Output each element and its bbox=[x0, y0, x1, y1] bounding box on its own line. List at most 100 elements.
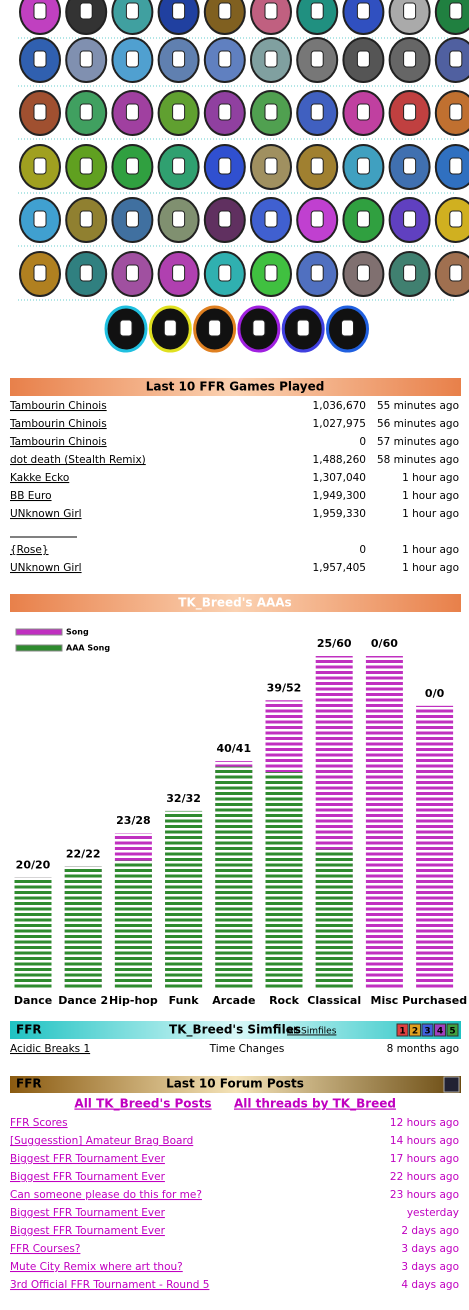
score: 1,036,670 bbox=[313, 400, 366, 412]
badge-icon bbox=[125, 50, 139, 68]
badge-icon bbox=[33, 50, 47, 68]
all-simfiles-link[interactable]: All Simfiles bbox=[287, 1027, 337, 1037]
time: 55 minutes ago bbox=[377, 400, 459, 412]
post-link[interactable]: Biggest FFR Tournament Ever bbox=[10, 1207, 166, 1219]
badge-icon bbox=[172, 103, 186, 121]
post-link[interactable]: Biggest FFR Tournament Ever bbox=[10, 1171, 166, 1183]
page-number: 3 bbox=[424, 1027, 430, 1037]
post-link[interactable]: Mute City Remix where art thou? bbox=[10, 1261, 183, 1273]
page-button[interactable] bbox=[446, 1023, 459, 1037]
bar-label: 25/60 bbox=[317, 637, 352, 650]
legend-label: AAA Song bbox=[66, 644, 110, 653]
forum-link[interactable]: All threads by TK_Breed bbox=[234, 1097, 396, 1112]
legend-label: Song bbox=[66, 628, 89, 637]
badge-icon bbox=[218, 157, 232, 175]
badge-icon bbox=[172, 264, 186, 282]
badge-icon bbox=[33, 264, 47, 282]
badge-icon bbox=[33, 157, 47, 175]
games-header bbox=[10, 378, 461, 396]
bar-label: 0/0 bbox=[425, 687, 445, 700]
badge-icon bbox=[208, 319, 222, 337]
badge-icon bbox=[264, 157, 278, 175]
badge-icon bbox=[403, 50, 417, 68]
forum-header bbox=[10, 1076, 461, 1093]
aaa-bar bbox=[114, 860, 152, 988]
post-link[interactable]: Biggest FFR Tournament Ever bbox=[10, 1153, 166, 1165]
page-button[interactable] bbox=[421, 1023, 434, 1037]
time: 1 hour ago bbox=[402, 562, 459, 574]
song-link[interactable]: Tambourin Chinois bbox=[9, 418, 107, 430]
page-button[interactable] bbox=[396, 1023, 409, 1037]
song-link[interactable]: UNknown Girl bbox=[10, 508, 82, 520]
badge-icon bbox=[125, 157, 139, 175]
badge-icon bbox=[356, 157, 370, 175]
post-link[interactable]: 3rd Official FFR Tournament - Round 5 bbox=[10, 1279, 209, 1291]
song-link[interactable]: Tambourin Chinois bbox=[9, 436, 107, 448]
badge-icon bbox=[356, 264, 370, 282]
bar-label: 40/41 bbox=[216, 742, 251, 755]
legend-swatch bbox=[15, 628, 63, 636]
post-link[interactable]: FFR Courses? bbox=[10, 1243, 80, 1255]
badge-icon bbox=[252, 319, 266, 337]
badge-icon bbox=[33, 103, 47, 121]
badge-icon bbox=[403, 210, 417, 228]
badge-icon bbox=[163, 319, 177, 337]
forum-link[interactable]: All TK_Breed's Posts bbox=[74, 1097, 211, 1112]
simfile-link[interactable]: Acidic Breaks 1 bbox=[10, 1043, 90, 1055]
badge-icon bbox=[449, 2, 463, 20]
badge-icon bbox=[449, 157, 463, 175]
badge-icon bbox=[264, 103, 278, 121]
badge-icon bbox=[125, 103, 139, 121]
badge-icon bbox=[79, 103, 93, 121]
forum-site: FFR bbox=[16, 1077, 42, 1091]
score: 1,307,040 bbox=[313, 472, 366, 484]
score: 1,957,405 bbox=[313, 562, 366, 574]
bar-label: 22/22 bbox=[66, 847, 101, 860]
category-label: Dance 2 bbox=[58, 994, 108, 1007]
time: 1 hour ago bbox=[402, 472, 459, 484]
badge-icon bbox=[449, 103, 463, 121]
legend-swatch bbox=[15, 644, 63, 652]
time: 57 minutes ago bbox=[377, 436, 459, 448]
badge-icon bbox=[341, 319, 354, 337]
category-label: Purchased bbox=[402, 994, 467, 1007]
badge-icon bbox=[172, 157, 186, 175]
category-label: Rock bbox=[269, 994, 300, 1007]
song-link[interactable]: {Rose} bbox=[10, 544, 49, 556]
score: 0 bbox=[359, 544, 366, 556]
score: 1,959,330 bbox=[313, 508, 366, 520]
time: 1 hour ago bbox=[402, 490, 459, 502]
song-link[interactable]: Tambourin Chinois bbox=[9, 400, 107, 412]
page-number: 2 bbox=[412, 1027, 418, 1037]
song-link[interactable]: Kakke Ecko bbox=[10, 472, 69, 484]
post-link[interactable]: [Suggesstion] Amateur Brag Board bbox=[10, 1135, 193, 1147]
score: 1,027,975 bbox=[313, 418, 366, 430]
aaa-title: TK_Breed's AAAs bbox=[178, 596, 291, 611]
badge-icon bbox=[449, 210, 463, 228]
song-link[interactable]: BB Euro bbox=[10, 490, 52, 502]
page-button[interactable] bbox=[434, 1023, 446, 1037]
post-time: 3 days ago bbox=[401, 1243, 459, 1255]
badge-icon bbox=[79, 157, 93, 175]
badge-icon bbox=[218, 210, 232, 228]
song-link[interactable]: dot death (Stealth Remix) bbox=[10, 454, 146, 466]
post-link[interactable]: FFR Scores bbox=[10, 1117, 68, 1129]
page-number: 5 bbox=[449, 1027, 455, 1037]
post-link[interactable]: Can someone please do this for me? bbox=[10, 1189, 202, 1201]
badge-icon bbox=[79, 50, 93, 68]
score: 0 bbox=[359, 436, 366, 448]
aaa-bar bbox=[165, 810, 203, 988]
post-time: 17 hours ago bbox=[390, 1153, 459, 1165]
post-time: 3 days ago bbox=[401, 1261, 459, 1273]
badge-icon bbox=[125, 2, 139, 20]
badge-icon bbox=[403, 2, 417, 20]
badge-icon bbox=[403, 157, 417, 175]
badge-icon bbox=[218, 50, 232, 68]
score: 1,488,260 bbox=[313, 454, 366, 466]
song-bar bbox=[416, 705, 454, 988]
post-link[interactable]: Biggest FFR Tournament Ever bbox=[10, 1225, 166, 1237]
forum-icon bbox=[443, 1076, 460, 1093]
page-button[interactable] bbox=[409, 1023, 421, 1037]
song-link[interactable]: UNknown Girl bbox=[10, 562, 82, 574]
